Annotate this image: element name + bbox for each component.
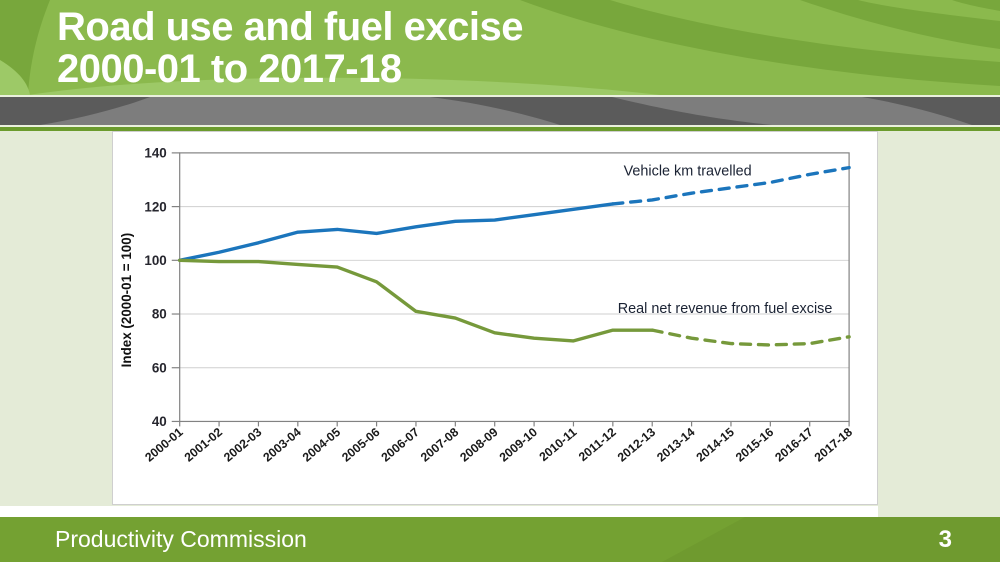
band-separator-light [0,125,1000,127]
x-tick-label: 2016-17 [772,425,816,465]
y-tick-label: 60 [152,360,167,375]
header-swoosh-graphic [0,0,1000,95]
chart-panel: 40 60 80 100 120 140 2000-01 2001-02 2002-03 2003… [112,131,878,505]
series-line-solid [178,202,615,263]
x-tick-label: 2010-11 [537,425,580,464]
x-tick-label: 2009-10 [497,425,541,465]
title-line-2: 2000-01 to 2017-18 [57,47,402,91]
x-tick-label: 2012-13 [615,425,659,465]
gray-accent-band [0,97,1000,125]
y-tick-label: 40 [152,414,167,429]
tick-marks [171,152,850,427]
x-tick-label: 2004-05 [300,425,344,465]
x-tick-label: 2003-04 [260,425,304,465]
series-label: Real net revenue from fuel excise [618,301,833,317]
series-line-dashed [611,165,851,206]
page-number: 3 [938,526,952,553]
x-tick-label: 2006-07 [379,425,423,465]
x-tick-label: 2015-16 [733,425,777,465]
series-line-dashed [650,328,851,347]
x-tick-label: 2005-06 [339,425,383,465]
slide-header: Road use and fuel excise 2000-01 to 2017… [0,0,1000,95]
footer-text: Productivity Commission [55,526,307,552]
x-tick-label: 2011-12 [576,425,619,464]
series-1 [178,258,851,347]
x-tick-label: 2007-08 [418,425,462,465]
x-tick-label: 2002-03 [221,425,265,465]
header-separator-light [0,95,1000,97]
x-tick-label: 2000-01 [142,425,186,465]
y-axis-title: Index (2000-01 = 100) [119,233,134,368]
series-0 [178,165,851,263]
line-chart: 40 60 80 100 120 140 2000-012001-022002-032003… [119,146,855,465]
y-tick-label: 100 [144,253,166,268]
x-tick-label: 2017-18 [812,425,856,465]
title-line-1: Road use and fuel excise [57,5,523,49]
chart-frame [179,152,850,423]
x-tick-label: 2013-14 [654,425,698,465]
y-tick-label: 140 [144,146,166,161]
gridlines [179,206,850,369]
panel-bottom-strip [0,506,878,517]
gray-band-swoosh-graphic [0,97,1000,125]
y-axis-labels: 40 60 80 100 120 140 [144,146,166,430]
page-title: Road use and fuel excise 2000-01 to 2017… [57,6,523,90]
band-separator-green [0,127,1000,131]
footer-bar: Productivity Commission 3 [0,517,1000,562]
x-tick-label: 2001-02 [182,425,226,465]
x-tick-label: 2008-09 [457,425,501,465]
x-axis-labels: 2000-012001-022002-032003-042004-052005-… [142,425,855,465]
y-tick-label: 80 [152,307,167,322]
footer-swoosh-graphic [662,517,1000,562]
x-tick-label: 2014-15 [694,425,738,465]
series-line-solid [178,258,654,343]
y-tick-label: 120 [144,199,166,214]
series-label: Vehicle km travelled [624,164,752,180]
